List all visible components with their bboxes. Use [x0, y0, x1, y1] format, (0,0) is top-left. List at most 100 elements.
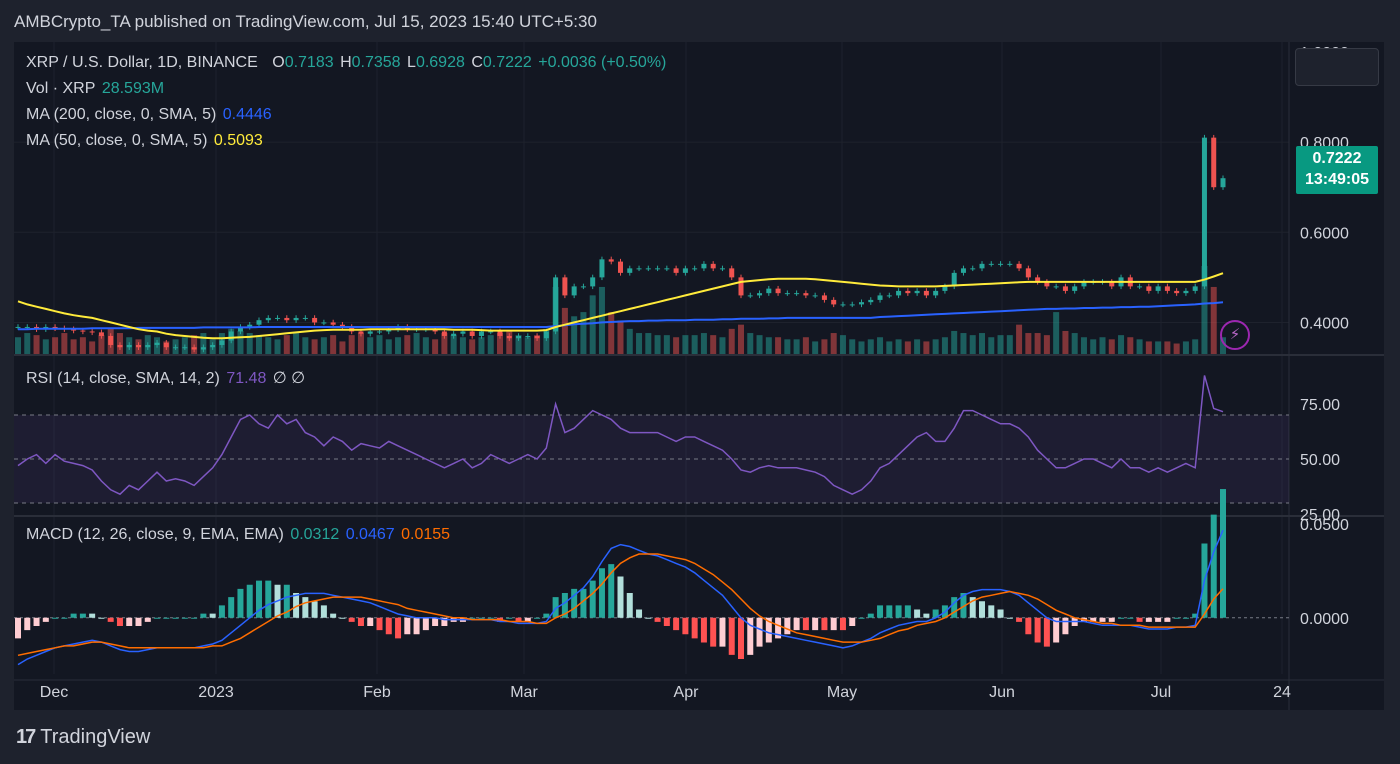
volume-bar — [1155, 341, 1162, 354]
volume-bar — [478, 337, 485, 354]
time-tick-label: Mar — [510, 684, 538, 701]
candle-body — [868, 299, 874, 303]
macd-hist-bar — [1099, 617, 1106, 622]
bar-countdown: 13:49:05 — [1304, 171, 1370, 188]
volume-bar — [886, 341, 893, 354]
macd-hist-bar — [571, 588, 578, 618]
volume-bar — [821, 339, 828, 354]
macd-hist-bar — [1118, 617, 1125, 619]
macd-hist-bar — [330, 613, 337, 618]
macd-hist-bar — [1127, 617, 1134, 619]
symbol-legend: XRP / U.S. Dollar, 1D, BINANCE O0.7183 H… — [26, 54, 668, 72]
macd-hist-bar — [385, 617, 392, 635]
volume-bar — [79, 337, 86, 354]
candle-body — [682, 268, 688, 273]
volume-bar — [904, 341, 911, 354]
volume-bar — [385, 339, 392, 354]
macd-hist-bar — [320, 605, 327, 618]
macd-hist-bar — [673, 617, 680, 631]
candle-body — [784, 293, 790, 295]
ma50-value: 0.5093 — [213, 132, 263, 149]
volume-bar — [357, 333, 364, 354]
volume-bar — [561, 307, 568, 354]
close-label: C — [471, 54, 483, 71]
macd-hist-bar — [821, 617, 828, 631]
candle-body — [905, 290, 911, 294]
macd-hist-bar — [691, 617, 698, 639]
volume-bar — [802, 337, 809, 354]
macd-hist-bar — [144, 617, 151, 622]
volume-bar — [469, 339, 476, 354]
volume-bar — [200, 333, 207, 354]
price-tick-label: 0.6000 — [1300, 225, 1349, 242]
ma50-label: MA (50, close, 0, SMA, 5) — [26, 132, 208, 149]
volume-bar — [395, 337, 402, 354]
volume-bar — [728, 328, 735, 354]
macd-hist-bar — [246, 584, 253, 618]
volume-bar — [506, 330, 513, 354]
volume-bar — [1006, 335, 1013, 354]
candle-body — [321, 322, 327, 324]
volume-bar — [738, 324, 744, 354]
last-price-tag: 0.7222 13:49:05 — [1296, 146, 1378, 194]
volume-bar — [1053, 312, 1060, 354]
volume-bar — [70, 339, 77, 354]
candle-body — [701, 263, 707, 269]
volume-bar — [979, 333, 985, 354]
macd-label: MACD (12, 26, close, 9, EMA, EMA) — [26, 526, 284, 543]
macd-hist-bar — [1043, 617, 1050, 647]
macd-hist-value: 0.0155 — [401, 526, 451, 543]
candle-body — [386, 329, 392, 332]
close-value: 0.7222 — [482, 54, 532, 71]
chart-frame[interactable]: 0.40000.60000.80001.000025.0050.0075.000… — [14, 42, 1384, 710]
macd-hist-bar — [700, 617, 707, 643]
macd-hist-bar — [293, 593, 300, 618]
footer-brand[interactable]: 17 TradingView — [16, 726, 150, 749]
macd-hist-bar — [1173, 617, 1180, 619]
volume-bar — [534, 335, 541, 354]
macd-hist-bar — [33, 617, 40, 626]
volume-bar — [293, 333, 300, 354]
macd-hist-bar — [52, 617, 59, 619]
candle-body — [590, 277, 596, 287]
volume-bar — [237, 330, 244, 354]
volume-bar — [52, 337, 59, 354]
ma50-legend: MA (50, close, 0, SMA, 5) 0.5093 — [26, 132, 265, 150]
candle-body — [312, 317, 318, 323]
volume-bar — [1034, 333, 1041, 354]
time-tick-label: 2023 — [198, 684, 234, 701]
macd-hist-bar — [1155, 617, 1162, 622]
volume-bar — [682, 335, 689, 354]
macd-hist-bar — [636, 609, 643, 618]
macd-hist-bar — [719, 617, 726, 647]
macd-hist-bar — [663, 617, 670, 626]
toolbar-button[interactable] — [1295, 48, 1379, 86]
macd-hist-bar — [608, 564, 615, 618]
symbol-title: XRP / U.S. Dollar, 1D, BINANCE — [26, 54, 258, 71]
candle-body — [673, 268, 679, 273]
macd-hist-bar — [237, 588, 244, 618]
macd-hist-bar — [1182, 617, 1189, 619]
macd-hist-bar — [524, 617, 531, 622]
volume-bar — [867, 339, 874, 354]
time-tick-label: Apr — [674, 684, 700, 701]
volume-bar — [24, 333, 31, 354]
candle-body — [951, 272, 957, 287]
macd-tick-label: 0.0000 — [1300, 611, 1349, 628]
lightning-icon[interactable]: ⚡ — [1220, 320, 1250, 350]
candle-body — [636, 268, 642, 270]
candle-body — [692, 268, 698, 270]
chart-svg[interactable]: 0.40000.60000.80001.000025.0050.0075.000… — [14, 42, 1384, 710]
candle-body — [71, 329, 77, 331]
time-tick-label: Feb — [363, 684, 391, 701]
macd-tick-label: 0.0500 — [1300, 517, 1349, 534]
macd-hist-bar — [135, 617, 142, 626]
volume-bar — [1043, 335, 1050, 354]
volume-bar — [1201, 266, 1208, 354]
ma200-value: 0.4446 — [222, 106, 272, 123]
macd-hist-bar — [1210, 514, 1217, 618]
candle-body — [525, 335, 531, 337]
macd-hist-bar — [413, 617, 420, 635]
macd-hist-bar — [357, 617, 364, 626]
macd-hist-bar — [598, 568, 605, 618]
